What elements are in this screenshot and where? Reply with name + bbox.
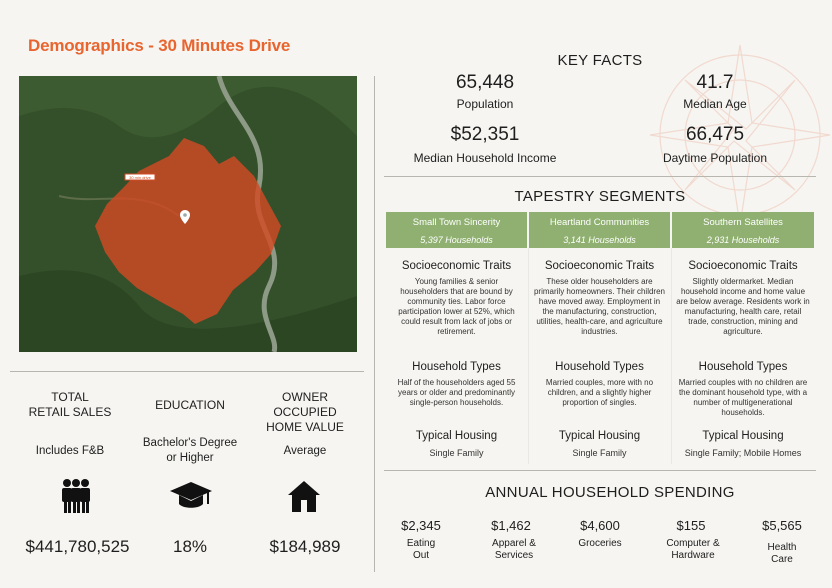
housing-title-3: Typical Housing — [702, 430, 784, 442]
segment-households: 2,931 Households — [706, 235, 780, 245]
housing-text-3: Single Family; Mobile Homes — [684, 448, 802, 458]
spending-heading: ANNUAL HOUSEHOLD SPENDING — [485, 484, 735, 501]
spend-label-4: Computer & Hardware — [666, 538, 720, 561]
segment-households: 3,141 Households — [563, 235, 636, 245]
education-label: EDUCATION — [155, 398, 225, 412]
retail-sales-sub: Includes F&B — [35, 445, 105, 457]
map-label: 30 min drive — [129, 175, 152, 180]
socio-title-3: Socioeconomic Traits — [688, 260, 798, 272]
spend-value-5: $5,565 — [762, 518, 802, 533]
page-title: Demographics - 30 Minutes Drive — [28, 36, 291, 55]
housing-text-2: Single Family — [572, 448, 627, 458]
spend-value-3: $4,600 — [580, 518, 620, 533]
socio-title-1: Socioeconomic Traits — [401, 260, 512, 272]
spend-value-4: $155 — [676, 518, 706, 533]
hh-title-3: Household Types — [698, 361, 788, 373]
spend-label-2: Apparel & Services — [492, 538, 536, 561]
daytime-pop-value: 66,475 — [685, 124, 745, 145]
segment-name: Small Town Sincerity — [412, 217, 501, 228]
segment-header-2: Heartland Communities 3,141 Households — [529, 212, 670, 248]
spend-value-2: $1,462 — [491, 518, 531, 533]
retail-sales-label: TOTAL RETAIL SALES — [28, 390, 112, 419]
segment-header-3: Southern Satellites 2,931 Households — [672, 212, 814, 248]
key-facts-heading: KEY FACTS — [557, 52, 643, 69]
hh-text-3: Married couples with no children are the… — [678, 378, 808, 417]
socio-title-2: Socioeconomic Traits — [544, 260, 655, 272]
housing-title-1: Typical Housing — [415, 430, 498, 442]
spend-value-1: $2,345 — [401, 518, 441, 533]
hh-title-2: Household Types — [555, 361, 644, 373]
segment-name: Southern Satellites — [703, 217, 783, 228]
vertical-divider — [374, 76, 375, 572]
hh-text-2: Married couples, more with no children, … — [545, 378, 654, 407]
key-facts-divider — [384, 176, 816, 177]
education-value: 18% — [172, 537, 208, 556]
drive-time-map[interactable]: 30 min drive — [19, 76, 357, 352]
socio-text-1: Young families & senior householders tha… — [398, 277, 515, 336]
segment-name: Heartland Communities — [549, 217, 650, 228]
tapestry-heading: TAPESTRY SEGMENTS — [514, 188, 686, 205]
people-icon — [62, 479, 90, 513]
socio-text-3: Slightly oldermarket. Median household i… — [676, 277, 810, 336]
hh-title-1: Household Types — [412, 361, 501, 373]
median-age-value: 41.7 — [696, 72, 734, 93]
segment-households: 5,397 Households — [420, 235, 493, 245]
column-divider-2 — [671, 248, 672, 464]
population-value: 65,448 — [455, 72, 515, 93]
spend-label-1: Eating Out — [406, 538, 436, 561]
income-label: Median Household Income — [413, 151, 557, 165]
spend-label-5: Health Care — [767, 542, 797, 565]
left-divider — [10, 371, 364, 372]
segment-header-1: Small Town Sincerity 5,397 Households — [386, 212, 527, 248]
home-value-sub: Average — [283, 445, 327, 457]
education-sub: Bachelor's Degree or Higher — [142, 437, 238, 464]
location-pin-icon[interactable] — [180, 210, 190, 224]
graduation-cap-icon — [170, 482, 212, 508]
hh-text-1: Half of the householders aged 55 years o… — [397, 378, 516, 407]
socio-text-2: These older householders are primarily h… — [533, 277, 665, 336]
house-icon — [288, 481, 320, 512]
home-value-label: OWNER OCCUPIED HOME VALUE — [266, 390, 344, 434]
retail-sales-value: $441,780,525 — [25, 537, 130, 556]
housing-title-2: Typical Housing — [558, 430, 641, 442]
column-divider-1 — [528, 248, 529, 464]
population-label: Population — [456, 97, 514, 111]
income-value: $52,351 — [450, 124, 520, 145]
daytime-pop-label: Daytime Population — [662, 151, 768, 165]
median-age-label: Median Age — [683, 97, 747, 111]
spend-label-3: Groceries — [578, 538, 622, 549]
home-value-value: $184,989 — [269, 537, 341, 556]
tapestry-divider — [384, 470, 816, 471]
housing-text-1: Single Family — [429, 448, 484, 458]
